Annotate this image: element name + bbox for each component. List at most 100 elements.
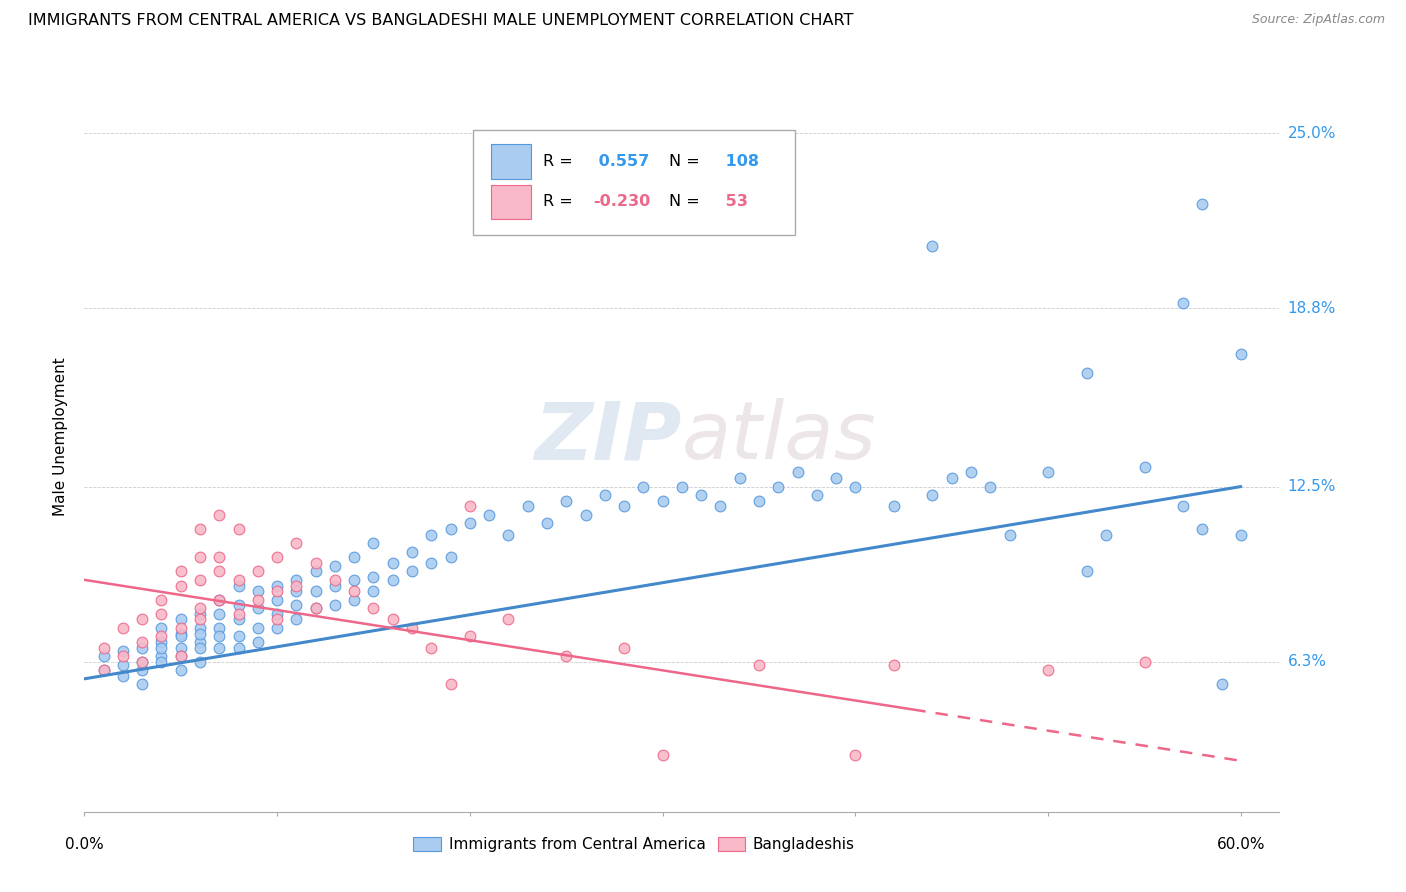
Point <box>305 601 328 615</box>
Point <box>246 592 269 607</box>
Point <box>574 508 596 522</box>
Point <box>420 556 443 570</box>
Point <box>170 640 193 655</box>
Point <box>401 621 423 635</box>
Point <box>111 657 134 672</box>
Text: 0.0%: 0.0% <box>65 837 104 852</box>
Point <box>170 664 193 678</box>
Point <box>1171 295 1194 310</box>
Point <box>748 493 770 508</box>
Point <box>188 612 211 626</box>
Point <box>1211 677 1233 691</box>
Text: 12.5%: 12.5% <box>1288 479 1336 494</box>
Text: ZIP: ZIP <box>534 398 682 476</box>
Point <box>323 599 346 613</box>
Point <box>458 629 481 643</box>
Point <box>208 592 231 607</box>
Point <box>266 584 288 599</box>
Point <box>516 500 538 514</box>
Point <box>1230 346 1253 360</box>
Text: IMMIGRANTS FROM CENTRAL AMERICA VS BANGLADESHI MALE UNEMPLOYMENT CORRELATION CHA: IMMIGRANTS FROM CENTRAL AMERICA VS BANGL… <box>28 13 853 29</box>
Point <box>806 488 828 502</box>
Point <box>381 612 404 626</box>
Point <box>458 500 481 514</box>
Point <box>1191 196 1213 211</box>
Point <box>305 565 328 579</box>
FancyBboxPatch shape <box>472 130 796 235</box>
Point <box>748 657 770 672</box>
Point <box>420 527 443 541</box>
Point <box>131 655 153 669</box>
Point <box>170 565 193 579</box>
Point <box>228 573 250 587</box>
Point <box>1191 522 1213 536</box>
Point <box>651 748 673 763</box>
Point <box>1095 527 1118 541</box>
Point <box>593 488 616 502</box>
Point <box>228 607 250 621</box>
Point <box>285 536 308 550</box>
FancyBboxPatch shape <box>491 185 531 219</box>
Text: 18.8%: 18.8% <box>1288 301 1336 316</box>
Text: 60.0%: 60.0% <box>1216 837 1265 852</box>
Point <box>401 565 423 579</box>
Point <box>228 640 250 655</box>
Point <box>883 500 905 514</box>
Point <box>323 558 346 573</box>
Point <box>709 500 731 514</box>
Legend: Immigrants from Central America, Bangladeshis: Immigrants from Central America, Banglad… <box>408 830 860 858</box>
Point <box>1133 459 1156 474</box>
Text: N =: N = <box>669 194 700 210</box>
Point <box>844 479 866 493</box>
Point <box>323 573 346 587</box>
Point <box>228 612 250 626</box>
Point <box>305 601 328 615</box>
Point <box>363 536 385 550</box>
Point <box>1076 565 1098 579</box>
Point <box>458 516 481 531</box>
Point <box>150 607 173 621</box>
Point <box>246 584 269 599</box>
Point <box>188 550 211 565</box>
Point <box>170 649 193 664</box>
Point <box>439 550 461 565</box>
Point <box>1076 367 1098 381</box>
Text: 0.557: 0.557 <box>593 153 650 169</box>
Point <box>111 643 134 657</box>
Point <box>188 626 211 640</box>
Point <box>208 550 231 565</box>
Point <box>363 584 385 599</box>
Point <box>150 592 173 607</box>
Point <box>150 629 173 643</box>
Point <box>439 522 461 536</box>
Point <box>208 592 231 607</box>
Point <box>228 629 250 643</box>
Point <box>188 635 211 649</box>
Point <box>536 516 558 531</box>
Point <box>343 573 366 587</box>
Point <box>131 664 153 678</box>
Point <box>883 657 905 672</box>
Point <box>150 635 173 649</box>
Point <box>93 649 115 664</box>
Point <box>93 664 115 678</box>
Point <box>998 527 1021 541</box>
Point <box>93 640 115 655</box>
Point <box>613 640 636 655</box>
Point <box>188 601 211 615</box>
Point <box>246 621 269 635</box>
Point <box>555 649 578 664</box>
Text: 108: 108 <box>720 153 759 169</box>
Point <box>170 612 193 626</box>
Point <box>1171 500 1194 514</box>
Point <box>208 565 231 579</box>
Text: 6.3%: 6.3% <box>1288 655 1327 669</box>
Point <box>208 621 231 635</box>
Point <box>266 607 288 621</box>
Point <box>228 578 250 592</box>
Point <box>228 522 250 536</box>
Text: Source: ZipAtlas.com: Source: ZipAtlas.com <box>1251 13 1385 27</box>
Point <box>671 479 693 493</box>
Point <box>131 655 153 669</box>
Point <box>613 500 636 514</box>
